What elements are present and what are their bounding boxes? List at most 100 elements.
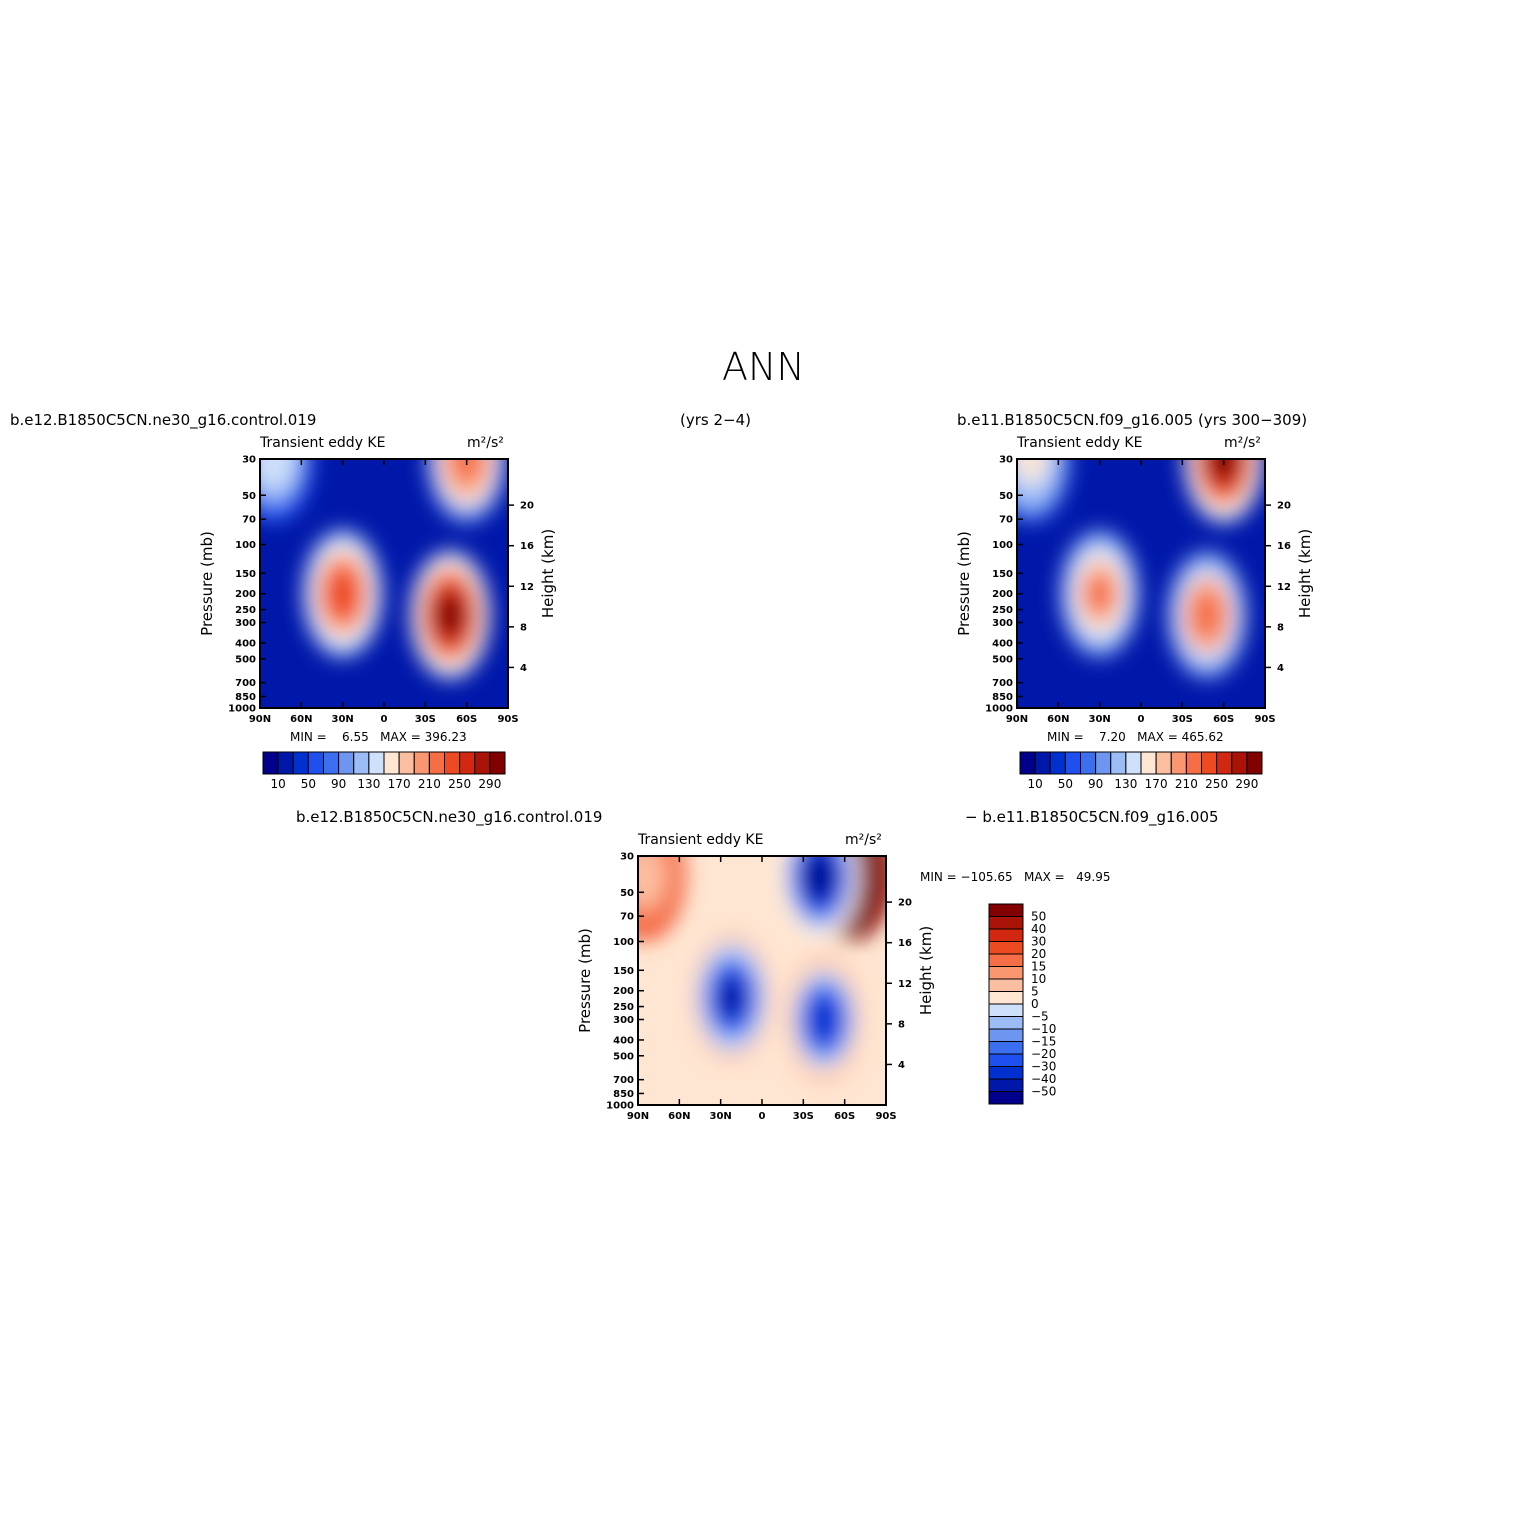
y-tick-label: 100 (613, 937, 634, 948)
x-tick-label: 90N (1006, 714, 1028, 725)
x-tick-label: 0 (1138, 714, 1145, 725)
colorbar-swatch (988, 903, 1024, 917)
colorbar-label: −40 (1031, 1072, 1056, 1086)
x-tick-label: 90N (627, 1111, 649, 1122)
colorbar-label: 250 (448, 777, 471, 791)
colorbar-label: 250 (1205, 777, 1228, 791)
contour-feature-1-level-5 (638, 856, 660, 899)
colorbar-swatch (459, 751, 476, 775)
colorbar-label: 210 (1175, 777, 1198, 791)
colorbar-swatch (1064, 751, 1081, 775)
y-tick-label: 200 (235, 589, 256, 600)
colorbar-label: −30 (1031, 1060, 1056, 1074)
colorbar-label: 10 (1027, 777, 1042, 791)
y2-tick-label: 20 (520, 501, 534, 512)
colorbar-swatch (1080, 751, 1097, 775)
y-tick-label: 50 (620, 888, 634, 899)
colorbar-swatch (292, 751, 309, 775)
x-tick-label: 60S (834, 1111, 855, 1122)
colorbar-swatch (1246, 751, 1263, 775)
years-header: (yrs 2−4) (680, 411, 751, 429)
contour-feature-3-level-5 (716, 975, 747, 1020)
y2-tick-label: 8 (520, 622, 527, 633)
y2-tick-label: 12 (520, 582, 534, 593)
y-tick-label: 70 (620, 912, 634, 923)
colorbar-label: −20 (1031, 1047, 1056, 1061)
colorbar-label: 10 (1031, 972, 1046, 986)
y-tick-label: 850 (235, 692, 256, 703)
colorbar-label: 290 (1235, 777, 1258, 791)
colorbar-swatch (988, 1066, 1024, 1080)
y2-tick-label: 4 (1277, 663, 1284, 674)
panel1-colorbar: 10 50 90 130 170 210 250 290 (262, 751, 506, 791)
x-tick-label: 30N (332, 714, 354, 725)
y-tick-label: 150 (613, 966, 634, 977)
colorbar-label: 170 (388, 777, 411, 791)
y-axis-title: Pressure (mb) (576, 928, 594, 1033)
y-tick-label: 850 (992, 692, 1013, 703)
y-tick-label: 400 (235, 638, 256, 649)
x-tick-label: 60S (456, 714, 477, 725)
x-tick-label: 90N (249, 714, 271, 725)
y-tick-label: 200 (613, 986, 634, 997)
x-tick-label: 30S (793, 1111, 814, 1122)
y-tick-label: 30 (620, 852, 634, 863)
colorbar-swatch (277, 751, 294, 775)
panel3-plot: 90N 60N 30N 0 30S 60S 90S 30 50 70 100 150 200 250 300… (576, 852, 935, 1123)
colorbar-swatch (262, 751, 279, 775)
colorbar-swatch (1019, 751, 1036, 775)
colorbar-swatch (1049, 751, 1066, 775)
y-tick-label: 50 (999, 491, 1013, 502)
contour-feature-3-level-5 (1017, 459, 1046, 482)
y-tick-label: 850 (613, 1089, 634, 1100)
colorbar-swatch (988, 1016, 1024, 1030)
colorbar-label: 0 (1031, 997, 1039, 1011)
x-tick-label: 90S (1254, 714, 1275, 725)
colorbar-swatch (988, 916, 1024, 930)
colorbar-swatch (474, 751, 491, 775)
colorbar-label: −15 (1031, 1035, 1056, 1049)
y-tick-label: 30 (242, 455, 256, 466)
colorbar-label: 50 (301, 777, 316, 791)
x-tick-label: 0 (381, 714, 388, 725)
y-tick-label: 250 (613, 1002, 634, 1013)
y-tick-label: 400 (992, 638, 1013, 649)
y-tick-label: 300 (992, 618, 1013, 629)
y-tick-label: 100 (992, 540, 1013, 551)
colorbar-swatch (988, 1078, 1024, 1092)
colorbar-swatch (988, 1003, 1024, 1017)
contour-field (260, 459, 508, 708)
y2-axis-title: Height (km) (539, 529, 557, 618)
y2-tick-label: 16 (898, 938, 912, 949)
panel1-units-label: m²/s² (467, 435, 504, 451)
colorbar-swatch (988, 978, 1024, 992)
y-tick-label: 100 (235, 540, 256, 551)
panel2-units-label: m²/s² (1224, 435, 1261, 451)
y2-tick-label: 8 (898, 1019, 905, 1030)
y-tick-label: 700 (613, 1075, 634, 1086)
colorbar-swatch (338, 751, 355, 775)
x-tick-label: 30S (415, 714, 436, 725)
y-tick-label: 700 (992, 678, 1013, 689)
colorbar-swatch (489, 751, 506, 775)
y2-tick-label: 16 (520, 541, 534, 552)
y2-tick-label: 4 (520, 663, 527, 674)
colorbar-swatch (1201, 751, 1218, 775)
y-tick-label: 500 (992, 654, 1013, 665)
colorbar-swatch (1155, 751, 1172, 775)
y-tick-label: 70 (999, 515, 1013, 526)
y-axis-title: Pressure (mb) (198, 531, 216, 636)
contour-feature-2-level-5 (1208, 459, 1239, 482)
colorbar-swatch (988, 928, 1024, 942)
y-tick-label: 30 (999, 455, 1013, 466)
colorbar-label: 30 (1031, 935, 1046, 949)
colorbar-label: 90 (1088, 777, 1103, 791)
y-tick-label: 300 (613, 1015, 634, 1026)
y2-tick-label: 20 (898, 898, 912, 909)
colorbar-label: 90 (331, 777, 346, 791)
colorbar-label: 130 (357, 777, 380, 791)
y-tick-label: 400 (613, 1035, 634, 1046)
contour-feature-0-level-5 (1084, 571, 1115, 617)
colorbar-swatch (988, 1053, 1024, 1067)
colorbar-swatch (988, 1091, 1024, 1105)
